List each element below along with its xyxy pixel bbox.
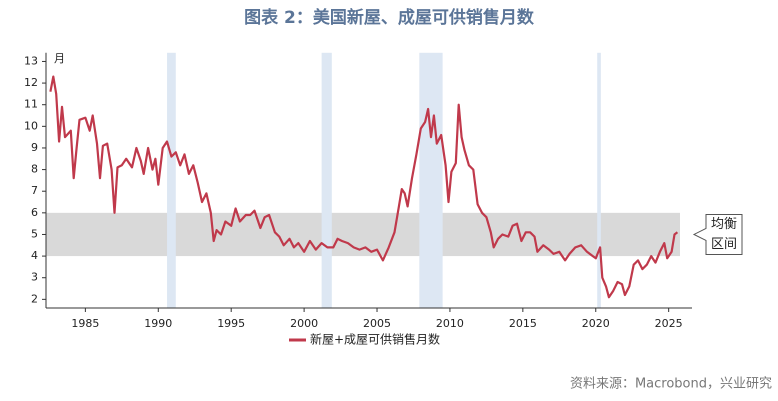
y-tick-label: 5 xyxy=(31,227,38,240)
x-tick-label: 2015 xyxy=(509,317,537,330)
y-tick-label: 9 xyxy=(31,141,38,154)
y-tick-label: 10 xyxy=(24,119,38,132)
y-tick-label: 12 xyxy=(24,76,38,89)
x-tick-label: 1990 xyxy=(144,317,172,330)
recession-band xyxy=(597,52,601,308)
x-tick-label: 2005 xyxy=(363,317,391,330)
y-tick-label: 4 xyxy=(31,249,38,262)
recession-band xyxy=(167,52,176,308)
y-tick-label: 8 xyxy=(31,163,38,176)
y-tick-label: 3 xyxy=(31,271,38,284)
x-tick-label: 2010 xyxy=(436,317,464,330)
x-tick-label: 2020 xyxy=(582,317,610,330)
y-tick-label: 7 xyxy=(31,184,38,197)
recession-band xyxy=(419,52,443,308)
y-tick-label: 11 xyxy=(24,98,38,111)
recession-band xyxy=(321,52,332,308)
annotation-box xyxy=(692,213,743,255)
x-tick-label: 1995 xyxy=(217,317,245,330)
y-tick-label: 6 xyxy=(31,206,38,219)
source: 资料来源：Macrobond，兴业研究 xyxy=(570,377,772,392)
annotation-text: 区间 xyxy=(711,237,737,252)
y-tick-label: 2 xyxy=(31,292,38,305)
annotation-text: 均衡 xyxy=(711,217,737,232)
x-tick-label: 1985 xyxy=(71,317,99,330)
x-tick-label: 2025 xyxy=(655,317,683,330)
y-tick-label: 13 xyxy=(24,54,38,67)
legend-label: 新屋+成屋可供销售月数 xyxy=(310,332,440,347)
y-axis-label: 月 xyxy=(54,52,65,65)
series-line xyxy=(49,75,679,299)
chart-title: 图表 2：美国新屋、成屋可供销售月数 xyxy=(244,7,535,28)
x-tick-label: 2000 xyxy=(290,317,318,330)
